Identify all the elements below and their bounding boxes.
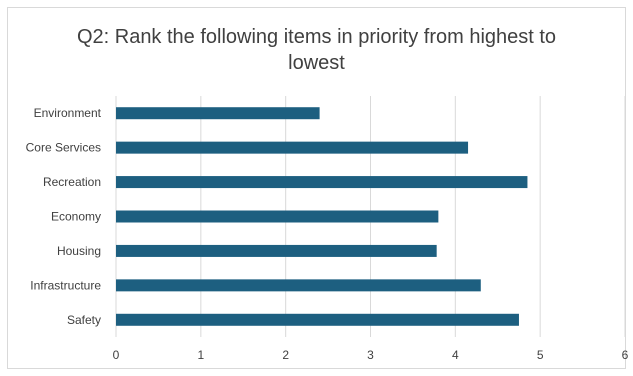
bar-recreation [116,176,528,189]
x-tick-label-4: 4 [452,348,459,362]
chart-title: Q2: Rank the following items in priority… [76,26,557,74]
bar-economy [116,210,439,223]
bar-safety [116,313,519,326]
category-label-economy: Economy [51,210,101,224]
bar-infrastructure [116,279,481,292]
category-label-environment: Environment [34,106,102,120]
x-tick-label-5: 5 [537,348,544,362]
category-label-safety: Safety [67,313,101,327]
category-label-core-services: Core Services [26,141,101,155]
category-label-housing: Housing [57,244,101,258]
bar-core-services [116,141,469,154]
bar-housing [116,244,437,257]
x-tick-label-0: 0 [113,348,120,362]
x-tick-label-6: 6 [622,348,629,362]
category-label-recreation: Recreation [43,175,101,189]
x-tick-label-3: 3 [367,348,374,362]
x-tick-label-1: 1 [197,348,204,362]
bar-environment [116,107,320,120]
x-tick-label-2: 2 [282,348,289,362]
category-label-infrastructure: Infrastructure [30,278,101,292]
